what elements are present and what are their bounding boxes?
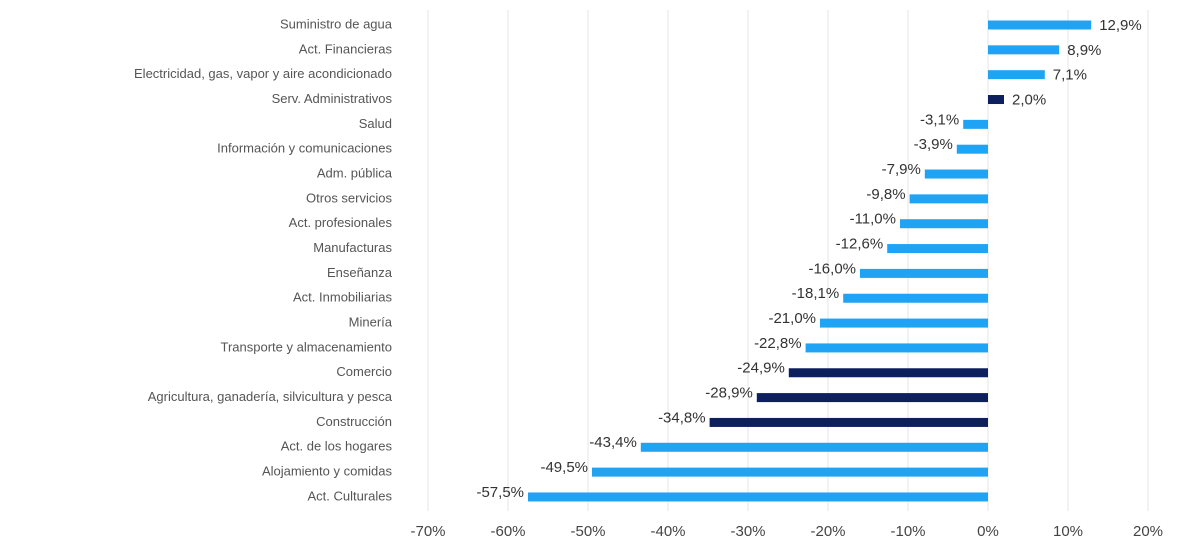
- category-label: Act. Inmobiliarias: [293, 290, 392, 305]
- bar: [963, 119, 988, 129]
- x-tick-label: -50%: [570, 523, 605, 540]
- x-tick-label: 20%: [1133, 523, 1163, 540]
- category-label: Salud: [359, 116, 392, 131]
- value-label: -21,0%: [768, 310, 816, 327]
- bar: [640, 442, 988, 452]
- value-label: -3,1%: [920, 111, 959, 128]
- value-label: 7,1%: [1053, 67, 1087, 84]
- value-label: -22,8%: [754, 335, 802, 352]
- value-label: 2,0%: [1012, 91, 1046, 108]
- value-label: -28,9%: [705, 385, 753, 402]
- category-label: Suministro de agua: [280, 16, 393, 31]
- value-label: -7,9%: [882, 161, 921, 178]
- bar: [709, 417, 988, 427]
- category-label: Alojamiento y comidas: [262, 464, 393, 479]
- x-tick-label: -10%: [890, 523, 925, 540]
- bar: [843, 293, 988, 303]
- category-label: Act. profesionales: [289, 215, 393, 230]
- category-label: Manufacturas: [313, 240, 392, 255]
- category-label: Minería: [349, 315, 393, 330]
- category-label: Electricidad, gas, vapor y aire acondici…: [134, 66, 392, 81]
- category-label: Agricultura, ganadería, silvicultura y p…: [148, 389, 393, 404]
- bar: [956, 144, 988, 154]
- value-label: -57,5%: [476, 484, 524, 501]
- value-label: -16,0%: [808, 260, 856, 277]
- value-label: -18,1%: [792, 285, 840, 302]
- category-label: Enseñanza: [327, 265, 393, 280]
- x-tick-label: -20%: [810, 523, 845, 540]
- bar: [592, 467, 988, 477]
- bar: [887, 244, 988, 254]
- category-label: Información y comunicaciones: [217, 141, 392, 156]
- category-label: Act. Culturales: [307, 488, 392, 503]
- x-tick-label: -60%: [490, 523, 525, 540]
- bar: [860, 268, 988, 278]
- bar: [988, 20, 1092, 30]
- bar: [788, 368, 988, 378]
- bar: [900, 219, 988, 229]
- bar: [820, 318, 988, 328]
- category-label: Serv. Administrativos: [272, 91, 393, 106]
- value-label: 12,9%: [1099, 17, 1142, 34]
- x-tick-label: -70%: [410, 523, 445, 540]
- x-tick-label: 0%: [977, 523, 999, 540]
- bar: [805, 343, 988, 353]
- category-label: Act. Financieras: [299, 41, 393, 56]
- bar: [988, 95, 1004, 105]
- bar: [988, 70, 1045, 80]
- value-label: -34,8%: [658, 409, 706, 426]
- bar: [924, 169, 988, 179]
- value-label: -11,0%: [850, 211, 896, 228]
- category-label: Transporte y almacenamiento: [221, 339, 393, 354]
- value-label: -9,8%: [866, 186, 905, 203]
- category-label: Comercio: [336, 364, 392, 379]
- category-label: Act. de los hogares: [281, 439, 393, 454]
- category-label: Otros servicios: [306, 190, 392, 205]
- bar: [909, 194, 988, 204]
- bar: [988, 45, 1060, 55]
- x-tick-label: -40%: [650, 523, 685, 540]
- x-tick-label: 10%: [1053, 523, 1083, 540]
- value-label: -3,9%: [914, 136, 953, 153]
- x-tick-label: -30%: [730, 523, 765, 540]
- category-label: Adm. pública: [317, 165, 393, 180]
- bar: [528, 492, 988, 502]
- value-label: 8,9%: [1067, 42, 1101, 59]
- value-label: -24,9%: [737, 360, 785, 377]
- value-label: -49,5%: [540, 459, 588, 476]
- category-label: Construcción: [316, 414, 392, 429]
- bar: [756, 393, 988, 403]
- value-label: -43,4%: [589, 434, 637, 451]
- value-label: -12,6%: [836, 236, 884, 253]
